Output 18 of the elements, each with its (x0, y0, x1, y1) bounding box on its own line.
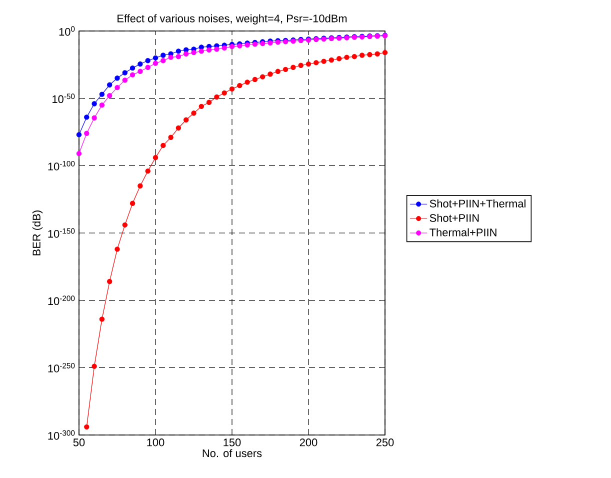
x-tick-label: 200 (300, 438, 318, 446)
y-tick-label: 10$^{-200}$ (48, 296, 75, 306)
y-tick-label: 10$^{-50}$ (52, 94, 75, 104)
legend-label: Shot+PIIN (430, 214, 479, 222)
y-tick-label: 10$^{0}$ (59, 26, 75, 36)
x-tick-label: 100 (147, 438, 164, 446)
legend-label: Thermal+PIIN (430, 228, 496, 236)
legend-label: Shot+PIIN+Thermal (430, 199, 526, 208)
chart-title: Effect of various noises, weight=4, Psr=-10dBm (118, 14, 347, 24)
y-tick-label: 10$^{-300}$ (48, 430, 75, 440)
y-tick-label: 10$^{-250}$ (48, 362, 75, 372)
y-tick-label: 10$^{-100}$ (48, 160, 75, 170)
y-tick-label: 10$^{-150}$ (48, 228, 75, 238)
y-axis-title: BER (dB) (32, 210, 43, 256)
x-tick-label: 150 (224, 438, 241, 446)
x-tick-label: 50 (73, 438, 85, 446)
x-tick-label: 250 (376, 438, 394, 446)
x-axis-title: No. of users (202, 449, 262, 458)
